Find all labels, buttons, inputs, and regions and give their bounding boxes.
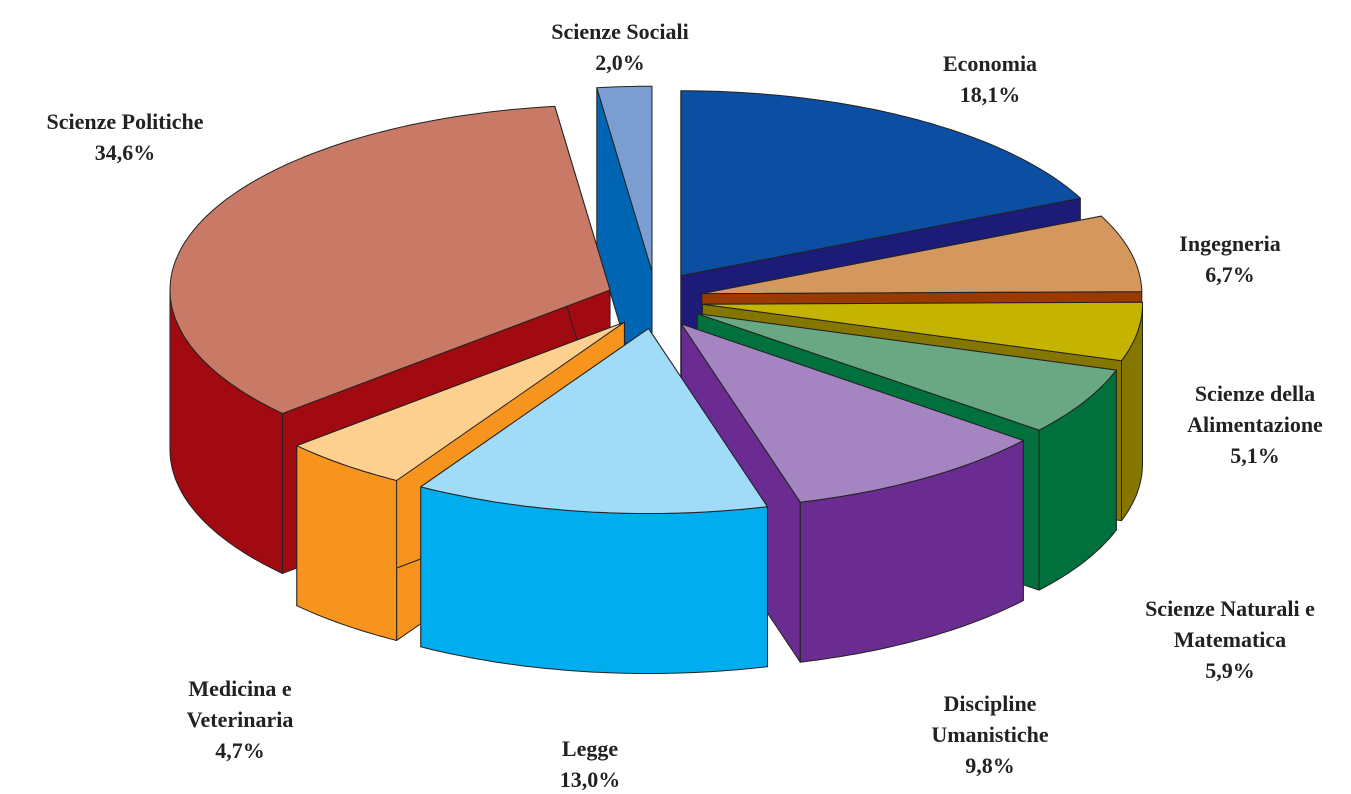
slice-top [296,321,625,481]
slice-label: Ingegneria 6,7% [1130,228,1330,290]
slice-top [701,215,1143,295]
slice-label: Scienze Naturali e Matematica 5,9% [1105,593,1351,686]
slice-label: Scienze Sociali 2,0% [505,16,735,78]
slice-label: Economia 18,1% [880,48,1100,110]
category-name: Scienze Sociali [551,19,689,44]
value-label: 5,1% [1230,443,1280,468]
slice-top [701,301,1143,362]
slice-label: Scienze della Alimentazione 5,1% [1170,378,1340,471]
slice-label: Discipline Umanistiche 9,8% [905,688,1075,781]
category-name: Scienze Politiche [46,109,204,134]
category-name: Discipline Umanistiche [931,691,1049,747]
slice [680,323,1024,663]
slice [420,328,768,674]
value-label: 2,0% [595,50,645,75]
category-name: Medicina e Veterinaria [186,676,294,732]
slice-label: Legge 13,0% [490,733,690,794]
value-label: 18,1% [959,82,1021,107]
slice-label: Medicina e Veterinaria 4,7% [160,673,320,766]
slice-top [680,323,1024,503]
category-name: Legge [561,736,619,761]
slice-top [696,313,1117,431]
slice-top [680,90,1081,277]
value-label: 9,8% [965,753,1015,778]
slice-top [169,105,611,414]
value-label: 5,9% [1205,658,1255,683]
value-label: 13,0% [559,767,621,792]
value-label: 34,6% [94,140,156,165]
slice-label: Scienze Politiche 34,6% [0,106,250,168]
category-name: Scienze Naturali e Matematica [1145,596,1315,652]
slice-side [420,486,768,674]
slice-top [596,85,653,272]
category-name: Ingegneria [1179,231,1281,256]
value-label: 6,7% [1205,262,1255,287]
value-label: 4,7% [215,738,265,763]
slice-top [420,328,768,514]
category-name: Economia [942,51,1038,76]
category-name: Scienze della Alimentazione [1187,381,1323,437]
